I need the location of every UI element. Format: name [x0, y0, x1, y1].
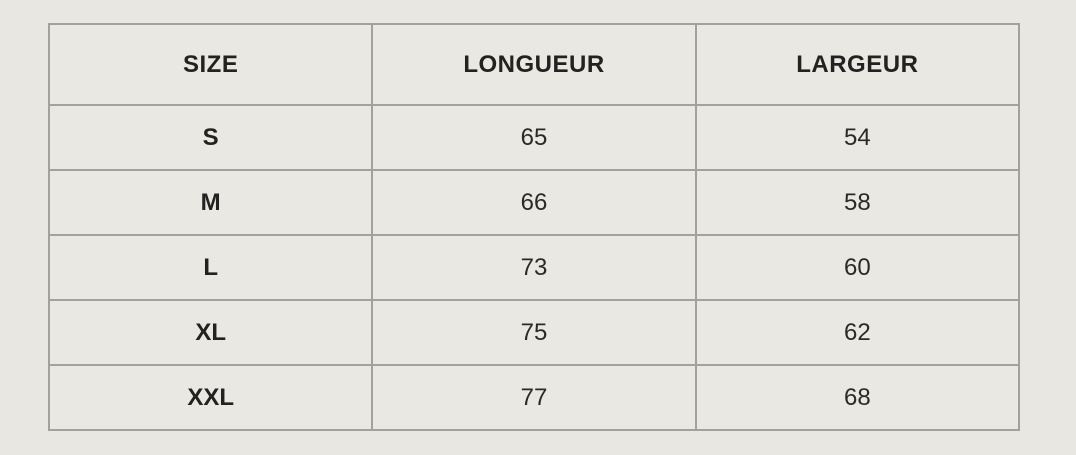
size-cell: S [47, 104, 374, 171]
header-cell-longueur: LONGUEUR [371, 23, 697, 106]
header-cell-size: SIZE [47, 23, 374, 106]
largeur-cell: 58 [694, 169, 1021, 236]
size-chart-table: SIZE LONGUEUR LARGEUR S 65 54 M 66 58 L … [47, 23, 1021, 431]
table-row: XXL 77 68 [47, 364, 1021, 431]
size-cell: XXL [47, 364, 374, 431]
largeur-cell: 68 [694, 364, 1021, 431]
longueur-cell: 73 [371, 234, 697, 301]
longueur-cell: 75 [371, 299, 697, 366]
size-cell: XL [47, 299, 374, 366]
table-row: L 73 60 [47, 234, 1021, 301]
longueur-cell: 66 [371, 169, 697, 236]
table-row: S 65 54 [47, 104, 1021, 171]
longueur-cell: 77 [371, 364, 697, 431]
header-row: SIZE LONGUEUR LARGEUR [47, 23, 1021, 106]
size-cell: M [47, 169, 374, 236]
longueur-cell: 65 [371, 104, 697, 171]
largeur-cell: 62 [694, 299, 1021, 366]
table-row: M 66 58 [47, 169, 1021, 236]
largeur-cell: 54 [694, 104, 1021, 171]
largeur-cell: 60 [694, 234, 1021, 301]
size-cell: L [47, 234, 374, 301]
table-row: XL 75 62 [47, 299, 1021, 366]
header-cell-largeur: LARGEUR [694, 23, 1021, 106]
